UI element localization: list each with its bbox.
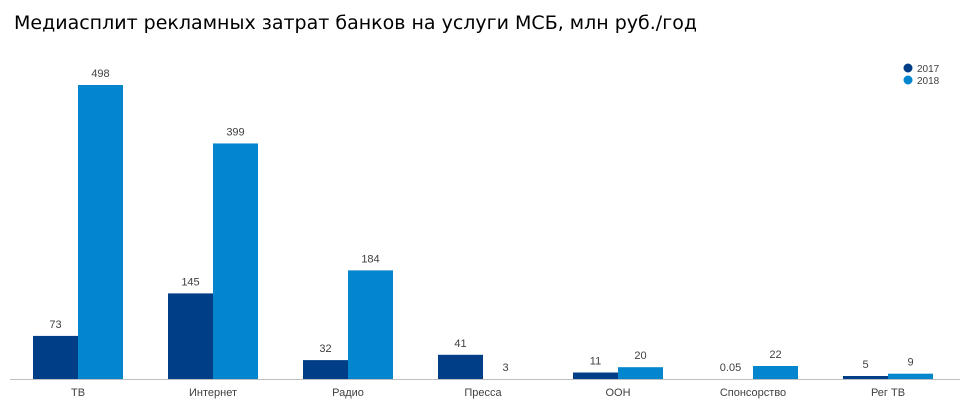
data-label-2018-0: 498 bbox=[91, 68, 109, 80]
data-label-2017-1: 145 bbox=[181, 276, 199, 288]
chart-title: Медиасплит рекламных затрат банков на ус… bbox=[14, 12, 697, 34]
data-label-2017-0: 73 bbox=[49, 319, 61, 331]
tick-label-6: Рег ТВ bbox=[871, 387, 905, 399]
data-label-2017-5: 0.05 bbox=[720, 362, 741, 374]
bar-2017-3 bbox=[438, 354, 483, 379]
data-label-2018-3: 3 bbox=[502, 362, 508, 374]
bar-2017-4 bbox=[573, 372, 618, 379]
legend-label-2018: 2018 bbox=[917, 76, 940, 87]
legend-marker-2018 bbox=[903, 75, 913, 85]
tick-label-3: Пресса bbox=[464, 387, 502, 399]
data-label-2017-6: 5 bbox=[862, 359, 868, 371]
data-label-2018-6: 9 bbox=[907, 357, 913, 369]
legend-marker-2017 bbox=[903, 63, 913, 73]
data-label-2018-2: 184 bbox=[361, 253, 379, 265]
bar-2018-0 bbox=[78, 85, 123, 379]
bar-2017-6 bbox=[843, 376, 888, 379]
legend-label-2017: 2017 bbox=[917, 64, 940, 75]
tick-label-0: ТВ bbox=[71, 387, 85, 399]
data-label-2017-2: 32 bbox=[319, 343, 331, 355]
bar-2018-2 bbox=[348, 270, 393, 379]
data-label-2017-4: 11 bbox=[590, 356, 601, 368]
data-label-2018-4: 20 bbox=[634, 350, 646, 362]
data-label-2018-5: 22 bbox=[769, 349, 781, 361]
bar-2018-4 bbox=[618, 367, 663, 379]
bar-2018-1 bbox=[213, 143, 258, 379]
bar-2018-5 bbox=[753, 366, 798, 379]
bar-2018-6 bbox=[888, 373, 933, 379]
bar-2017-2 bbox=[303, 360, 348, 379]
data-label-2018-1: 399 bbox=[226, 126, 244, 138]
data-label-2017-3: 41 bbox=[454, 338, 466, 350]
bar-2017-0 bbox=[33, 335, 78, 379]
bar-2017-1 bbox=[168, 293, 213, 379]
tick-label-1: Интернет bbox=[189, 387, 237, 399]
tick-label-2: Радио bbox=[332, 387, 364, 399]
tick-label-5: Спонсорство bbox=[720, 387, 786, 399]
tick-label-4: OOH bbox=[605, 387, 630, 399]
